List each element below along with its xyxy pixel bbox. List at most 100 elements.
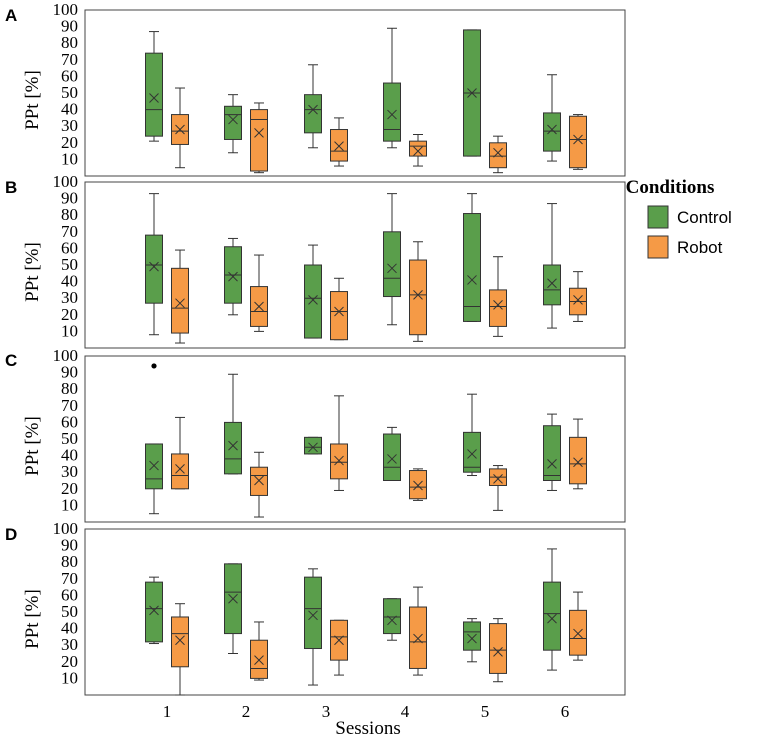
series-control bbox=[145, 373, 561, 515]
mean-marker bbox=[493, 147, 503, 158]
mean-marker bbox=[573, 457, 583, 468]
y-tick-label: 50 bbox=[61, 83, 78, 102]
box-robot-session-4 bbox=[409, 468, 427, 501]
box-control-session-6 bbox=[543, 203, 561, 329]
box-iqr bbox=[330, 291, 348, 341]
box-robot-session-6 bbox=[569, 591, 587, 661]
mean-marker bbox=[387, 454, 397, 464]
box-robot-session-2 bbox=[250, 451, 268, 518]
legend-swatch-control bbox=[647, 205, 669, 229]
y-tick-label: 60 bbox=[61, 585, 78, 604]
panel-letter: B bbox=[5, 178, 17, 197]
y-tick-label: 50 bbox=[61, 255, 78, 274]
mean-marker bbox=[228, 271, 238, 282]
series-robot bbox=[171, 241, 587, 344]
box-iqr bbox=[304, 264, 322, 339]
box-robot-session-6 bbox=[569, 114, 587, 170]
box-iqr bbox=[250, 109, 268, 172]
box-iqr bbox=[489, 142, 507, 169]
panel-frame bbox=[84, 528, 626, 696]
mean-marker bbox=[467, 449, 477, 459]
y-tick-label: 100 bbox=[53, 0, 79, 19]
y-tick-label: 10 bbox=[61, 668, 78, 687]
box-iqr bbox=[304, 436, 322, 455]
mean-marker bbox=[493, 299, 503, 310]
box-robot-session-6 bbox=[569, 418, 587, 490]
y-tick-label: 50 bbox=[61, 602, 78, 621]
series-control bbox=[145, 27, 561, 162]
y-tick-label: 70 bbox=[61, 222, 78, 241]
series-control bbox=[145, 548, 561, 686]
mean-marker bbox=[149, 261, 159, 272]
panel-frame bbox=[84, 355, 626, 523]
y-tick-label: 70 bbox=[61, 50, 78, 69]
box-iqr bbox=[489, 623, 507, 674]
x-tick-label: 1 bbox=[163, 702, 172, 721]
box-iqr bbox=[543, 425, 561, 481]
box-iqr bbox=[463, 621, 481, 651]
box-iqr bbox=[145, 234, 163, 304]
panel-frame bbox=[84, 181, 626, 349]
box-robot-session-3 bbox=[330, 619, 348, 676]
mean-marker bbox=[413, 290, 423, 300]
box-control-session-1 bbox=[145, 443, 163, 515]
y-tick-label: 80 bbox=[61, 552, 78, 571]
y-tick-label: 100 bbox=[53, 346, 79, 365]
mean-marker bbox=[547, 613, 557, 624]
box-iqr bbox=[543, 581, 561, 651]
y-tick-label: 70 bbox=[61, 569, 78, 588]
y-tick-label: 20 bbox=[61, 479, 78, 498]
mean-marker bbox=[334, 306, 344, 317]
series-robot bbox=[171, 87, 587, 174]
mean-marker bbox=[334, 141, 344, 151]
legend-label-robot: Robot bbox=[677, 238, 723, 257]
y-tick-label: 60 bbox=[61, 412, 78, 431]
mean-marker bbox=[573, 628, 583, 639]
box-iqr bbox=[409, 606, 427, 669]
box-robot-session-1 bbox=[171, 87, 189, 169]
mean-marker bbox=[547, 278, 557, 289]
mean-marker bbox=[149, 460, 159, 471]
box-control-session-5 bbox=[463, 618, 481, 663]
mean-marker bbox=[228, 593, 238, 604]
y-tick-label: 20 bbox=[61, 652, 78, 671]
box-iqr bbox=[463, 213, 481, 322]
mean-marker bbox=[467, 633, 477, 644]
box-control-session-4 bbox=[383, 27, 401, 149]
box-iqr bbox=[171, 453, 189, 490]
mean-marker bbox=[467, 275, 477, 285]
box-control-session-2 bbox=[224, 563, 242, 654]
x-tick-label: 6 bbox=[561, 702, 570, 721]
y-tick-label: 100 bbox=[53, 519, 79, 538]
box-robot-session-6 bbox=[569, 271, 587, 322]
box-control-session-4 bbox=[383, 598, 401, 641]
box-control-session-4 bbox=[383, 193, 401, 326]
box-control-session-4 bbox=[383, 426, 401, 481]
box-control-session-2 bbox=[224, 237, 242, 316]
y-tick-label: 40 bbox=[61, 272, 78, 291]
mean-marker bbox=[228, 440, 238, 451]
y-tick-label: 20 bbox=[61, 305, 78, 324]
y-tick-label: 90 bbox=[61, 189, 78, 208]
legend-title: Conditions bbox=[626, 177, 715, 198]
y-tick-label: 10 bbox=[61, 495, 78, 514]
y-tick-label: 90 bbox=[61, 536, 78, 555]
box-robot-session-2 bbox=[250, 254, 268, 332]
y-tick-label: 90 bbox=[61, 363, 78, 382]
box-iqr bbox=[569, 115, 587, 169]
mean-marker bbox=[175, 124, 185, 135]
mean-marker bbox=[493, 646, 503, 657]
mean-marker bbox=[175, 298, 185, 309]
box-control-session-5 bbox=[463, 193, 481, 322]
panel-letter: A bbox=[5, 6, 17, 25]
x-tick-label: 4 bbox=[401, 702, 410, 721]
box-iqr bbox=[543, 112, 561, 152]
box-iqr bbox=[145, 52, 163, 137]
box-control-session-2 bbox=[224, 373, 242, 475]
box-robot-session-4 bbox=[409, 134, 427, 167]
box-iqr bbox=[383, 231, 401, 298]
box-control-session-1 bbox=[145, 193, 163, 336]
box-robot-session-5 bbox=[489, 465, 507, 511]
box-iqr bbox=[171, 616, 189, 668]
